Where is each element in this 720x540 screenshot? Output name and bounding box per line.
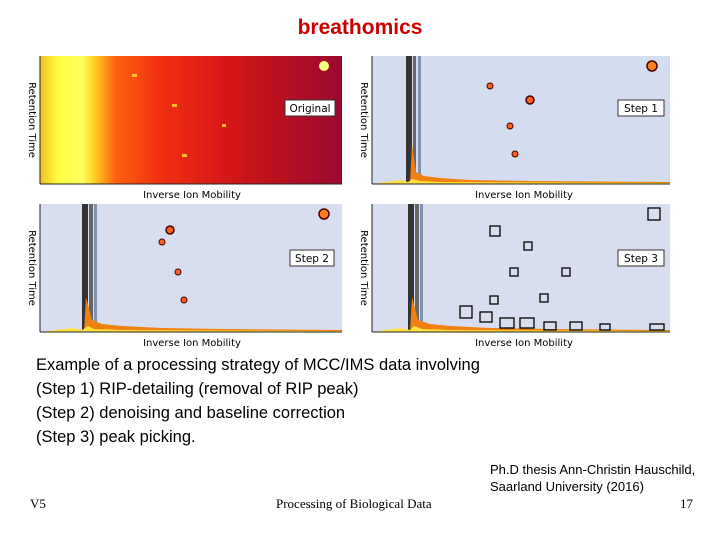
panel-label-step1: Step 1 [624,103,658,115]
figure-caption: Example of a processing strategy of MCC/… [36,353,480,449]
y-axis-label-step2: Retention Time [26,230,37,306]
heatmap-panel-step3: Step 3 Retention Time Inverse Ion Mobili… [350,202,670,350]
slide-title: breathomics [297,16,423,39]
heatmap-panel-step2: Step 2 Retention Time Inverse Ion Mobili… [22,202,342,350]
footer-page-number: 17 [680,496,693,511]
y-axis-label-step1: Retention Time [358,82,369,158]
caption-line: (Step 3) peak picking. [36,428,196,446]
y-axis-label-step3: Retention Time [358,230,369,306]
footer-version: V5 [30,496,46,511]
x-axis-label-step3: Inverse Ion Mobility [475,338,573,349]
y-axis-label-original: Retention Time [26,82,37,158]
x-axis-label-step1: Inverse Ion Mobility [475,190,573,201]
caption-line: (Step 2) denoising and baseline correcti… [36,404,346,422]
heatmap-panel-step1: Step 1 Retention Time Inverse Ion Mobili… [350,54,670,202]
citation: Ph.D thesis Ann-Christin Hauschild, Saar… [490,461,695,495]
x-axis-label-original: Inverse Ion Mobility [143,190,241,201]
caption-line: Example of a processing strategy of MCC/… [36,356,480,374]
citation-line: Saarland University (2016) [490,479,644,494]
citation-line: Ph.D thesis Ann-Christin Hauschild, [490,462,696,477]
panel-label-step2: Step 2 [295,253,329,265]
caption-line: (Step 1) RIP-detailing (removal of RIP p… [36,380,359,398]
panel-label-step3: Step 3 [624,253,658,265]
panel-label-original: Original [289,103,330,115]
footer-course-title: Processing of Biological Data [276,496,432,511]
x-axis-label-step2: Inverse Ion Mobility [143,338,241,349]
heatmap-panel-original: Original Retention Time Inverse Ion Mobi… [22,54,342,202]
